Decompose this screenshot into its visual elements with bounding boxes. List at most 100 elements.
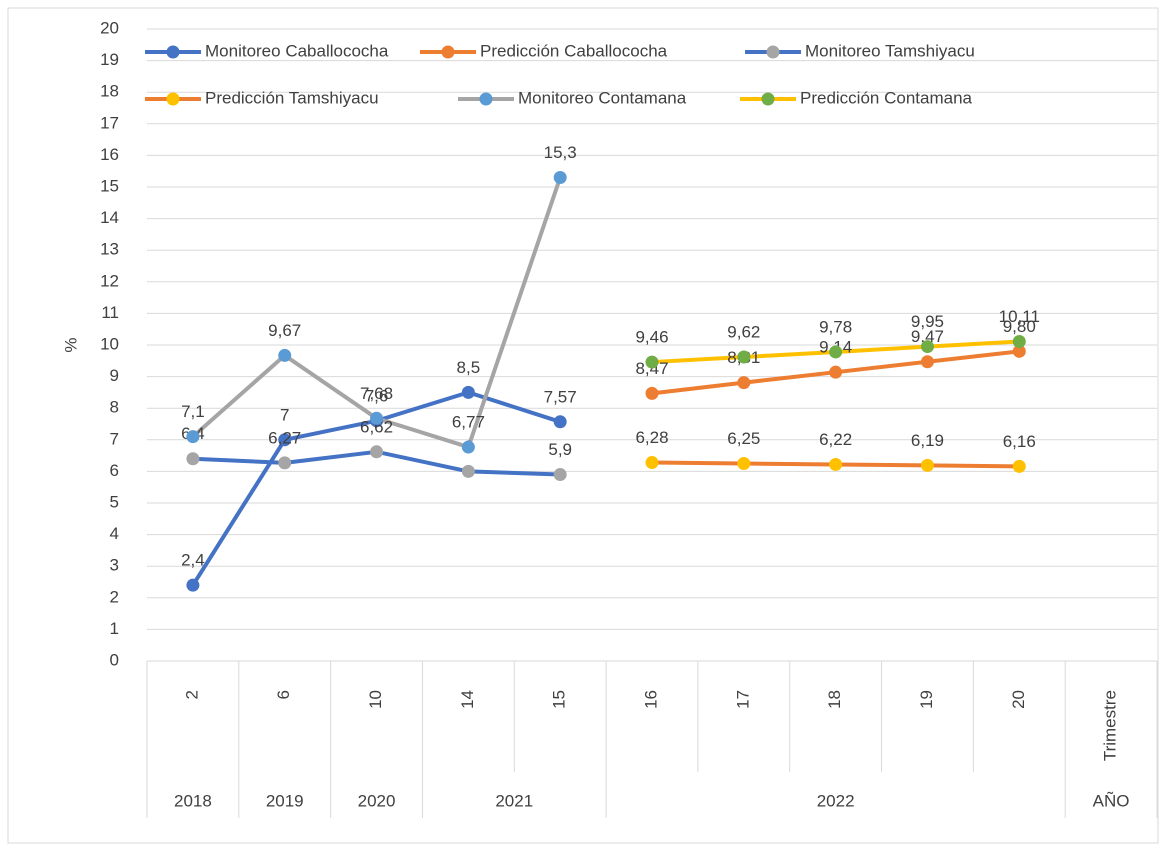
legend-marker [166,45,180,59]
data-point [737,457,751,470]
data-point [920,458,934,472]
data-point [278,348,292,362]
x-tick-label: 19 [917,690,936,709]
data-label: 9,62 [727,322,760,341]
legend-marker [441,45,455,59]
data-point [553,468,567,482]
y-tick-label: 12 [100,271,119,290]
x-tick-label: 10 [366,690,385,709]
legend-marker [761,92,775,106]
legend-marker [766,45,780,59]
legend-label: Predicción Caballococha [480,41,668,60]
y-tick-label: 7 [110,429,119,448]
y-tick-label: 3 [110,556,119,575]
data-point [278,456,292,470]
data-point [1012,459,1026,473]
data-point [737,350,751,364]
data-point [370,411,384,425]
legend-label: Monitoreo Contamana [518,88,687,107]
data-label: 6,62 [360,417,393,436]
data-point [920,340,934,354]
x-tick-label: 20 [1009,690,1028,709]
x-tick-label: 6 [274,690,293,699]
y-tick-label: 19 [100,50,119,69]
data-label: 2,4 [181,551,205,570]
y-tick-label: 6 [110,461,119,480]
group-label: 2022 [817,791,855,810]
legend-label: Monitoreo Tamshiyacu [805,41,975,60]
data-point [186,578,200,592]
legend-label: Monitoreo Caballococha [205,41,389,60]
chart-border [7,7,1159,844]
y-tick-label: 15 [100,176,119,195]
y-tick-label: 16 [100,145,119,164]
data-label: 9,78 [819,317,852,336]
x-tick-label: Trimestre [1101,690,1120,761]
data-label: 15,3 [544,143,577,162]
data-point [186,430,200,444]
y-tick-label: 8 [110,398,119,417]
group-label: 2018 [174,791,212,810]
data-label: 7,6 [365,386,389,405]
data-label: 6,27 [268,428,301,447]
x-tick-label: 17 [733,690,752,709]
data-label: 6,28 [635,428,668,447]
y-tick-label: 18 [100,82,119,101]
data-point [553,415,567,429]
data-label: 9,46 [635,328,668,347]
y-tick-label: 14 [100,208,119,227]
y-tick-label: 20 [100,18,119,37]
data-label: 8,5 [457,358,481,377]
y-tick-label: 5 [110,492,119,511]
data-label: 5,9 [548,440,572,459]
y-tick-label: 17 [100,113,119,132]
data-label: 7,1 [181,402,205,421]
data-point [829,365,843,379]
data-point [461,440,475,454]
group-label: 2021 [495,791,533,810]
legend-label: Predicción Contamana [800,88,973,107]
group-label: AÑO [1093,791,1130,810]
data-point [553,171,567,185]
data-label: 6,77 [452,413,485,432]
data-point [920,355,934,369]
data-point [645,386,659,400]
data-label: 6,19 [911,431,944,450]
y-tick-label: 13 [100,240,119,259]
data-point [461,385,475,399]
y-tick-label: 9 [110,366,119,385]
x-tick-label: 16 [641,690,660,709]
data-label: 7,57 [544,387,577,406]
legend-marker [166,92,180,106]
data-label: 10,11 [999,307,1040,326]
y-tick-label: 4 [110,524,119,543]
data-label: 6,25 [727,429,760,448]
data-label: 9,80 [1003,317,1036,336]
data-label: 7 [280,405,289,424]
group-label: 2019 [266,791,304,810]
data-label: 9,47 [911,327,944,346]
group-label: 2020 [358,791,396,810]
y-tick-label: 0 [110,650,119,669]
x-tick-label: 18 [825,690,844,709]
data-point [370,445,384,459]
data-label: 9,67 [268,321,301,340]
data-point [645,355,659,369]
data-label: 6,16 [1003,432,1036,451]
data-point [737,376,751,390]
legend-marker [479,92,493,106]
data-label: 7,68 [360,384,393,403]
data-point [1012,335,1026,349]
legend-label: Predicción Tamshiyacu [205,88,379,107]
y-tick-label: 11 [101,303,119,322]
data-label: 9,95 [911,312,944,331]
data-point [186,452,200,466]
data-point [278,433,292,447]
data-point [1012,344,1026,358]
x-tick-label: 2 [182,690,201,699]
data-point [461,464,475,478]
y-tick-label: 1 [110,619,119,638]
y-tick-label: 10 [100,334,119,353]
data-point [829,457,843,471]
